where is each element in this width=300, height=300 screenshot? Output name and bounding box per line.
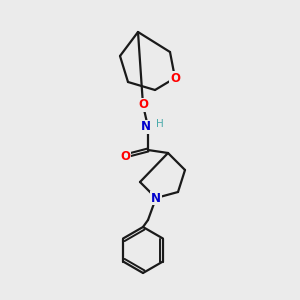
Text: H: H [156, 119, 164, 129]
Text: N: N [151, 191, 161, 205]
Text: O: O [120, 149, 130, 163]
Text: N: N [141, 121, 151, 134]
Text: O: O [138, 98, 148, 112]
Text: O: O [170, 71, 180, 85]
